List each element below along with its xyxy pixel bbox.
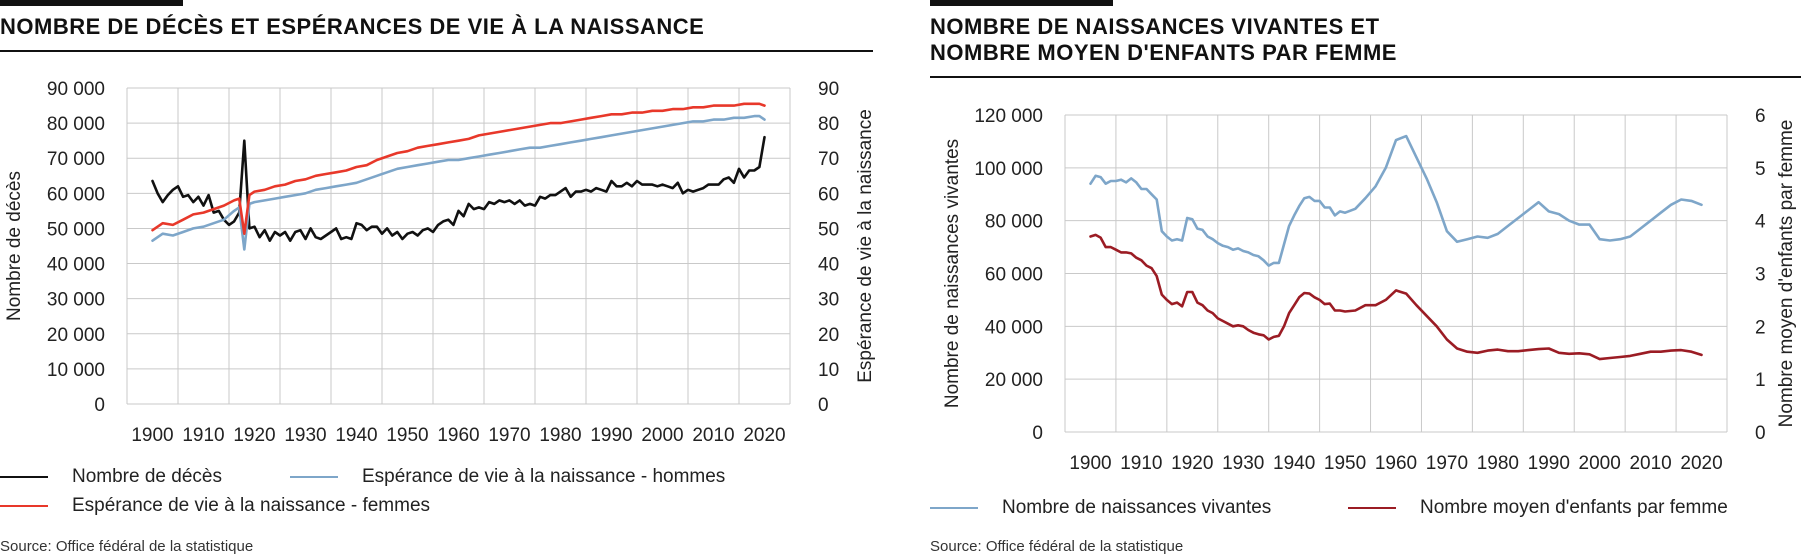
series-line-nombre-de-deces	[151, 135, 766, 242]
x-tick-label: 1900	[1069, 453, 1111, 474]
grid	[1064, 114, 1728, 433]
chart-title: NOMBRE DE DÉCÈS ET ESPÉRANCES DE VIE À L…	[0, 14, 705, 39]
y-axis-label: Nombre de naissances vivantes	[942, 139, 963, 408]
y-tick-label: 120 000	[974, 106, 1043, 127]
legend-label: Nombre de naissances vivantes	[1002, 497, 1272, 518]
series-line-nombre-de-naissances-vivantes	[1089, 134, 1703, 267]
y-tick-label: 50 000	[47, 219, 105, 240]
x-tick-label: 1920	[233, 425, 275, 446]
y-tick-label: 20 000	[985, 370, 1043, 391]
legend-swatch	[290, 475, 338, 479]
legend-label: Espérance de vie à la naissance - hommes	[362, 466, 726, 487]
y-tick-label: 60 000	[985, 265, 1043, 286]
legend-label: Espérance de vie à la naissance - femmes	[72, 495, 431, 516]
x-tick-label: 2020	[1680, 453, 1722, 474]
y2-axis-label: Espérance de vie à la naissance	[855, 109, 876, 383]
x-tick-label: 1970	[488, 425, 530, 446]
series-line-nombre-moyen-d-enfants-par-femme	[1089, 233, 1703, 361]
legend-label: Nombre moyen d'enfants par femme	[1420, 497, 1728, 518]
y2-tick-label: 0	[1755, 423, 1766, 444]
x-tick-label: 2010	[1629, 453, 1671, 474]
y-tick-label: 70 000	[47, 149, 105, 170]
x-tick-label: 1950	[1324, 453, 1366, 474]
title-rule	[930, 76, 1801, 78]
y-axis-label: Nombre de décès	[4, 171, 25, 321]
line-chart-births-fertility: 0 20 000 40 000 60 000 80 000 100 000 120 000 0…	[942, 106, 1797, 474]
title-rule	[0, 50, 873, 52]
x-tick-label: 1910	[182, 425, 224, 446]
legend-swatch	[1348, 506, 1396, 510]
x-tick-label: 2020	[743, 425, 785, 446]
y2-tick-label: 5	[1755, 159, 1766, 180]
y2-tick-label: 1	[1755, 370, 1766, 391]
chart-panel-births-fertility: NOMBRE DE NAISSANCES VIVANTES ET NOMBRE …	[930, 0, 1801, 559]
x-tick-label: 1930	[1222, 453, 1264, 474]
x-tick-label: 1950	[386, 425, 428, 446]
y2-tick-label: 40	[818, 255, 839, 276]
legend-swatch	[0, 504, 48, 508]
x-tick-label: 1920	[1171, 453, 1213, 474]
x-tick-label: 2000	[641, 425, 683, 446]
legend-swatch	[0, 475, 48, 479]
x-tick-label: 2000	[1579, 453, 1621, 474]
y-tick-label: 0	[94, 395, 105, 416]
source-note: Source: Office fédéral de la statistique	[930, 538, 1184, 555]
chart-panel-deaths-life-expectancy: NOMBRE DE DÉCÈS ET ESPÉRANCES DE VIE À L…	[0, 0, 880, 559]
y2-tick-label: 60	[818, 184, 839, 205]
y2-axis-label: Nombre moyen d'enfants par femme	[1776, 120, 1797, 428]
y2-tick-label: 90	[818, 79, 839, 100]
x-tick-label: 1940	[335, 425, 377, 446]
x-tick-label: 1910	[1120, 453, 1162, 474]
legend-item-enfants-par-femme: Nombre moyen d'enfants par femme	[1348, 497, 1728, 519]
title-accent-bar	[930, 0, 1113, 6]
line-chart-deaths-life-expectancy: 0 10 000 20 000 30 000 40 000 50 000 60 000 70 …	[4, 79, 876, 446]
series-line-esperance-de-vie-a-la-naissance-femmes	[151, 102, 766, 235]
y2-tick-label: 0	[818, 395, 829, 416]
legend-item-femmes: Espérance de vie à la naissance - femmes	[0, 495, 430, 517]
legend-item-deces: Nombre de décès	[0, 466, 222, 488]
x-tick-label: 1990	[1528, 453, 1570, 474]
y2-tick-label: 80	[818, 114, 839, 135]
x-tick-label: 1990	[590, 425, 632, 446]
grid	[126, 87, 791, 405]
y-tick-label: 60 000	[47, 184, 105, 205]
y2-tick-label: 4	[1755, 212, 1766, 233]
y2-tick-label: 20	[818, 325, 839, 346]
y2-tick-label: 30	[818, 290, 839, 311]
x-tick-label: 1980	[1477, 453, 1519, 474]
y-tick-label: 90 000	[47, 79, 105, 100]
y2-tick-label: 50	[818, 219, 839, 240]
x-tick-label: 1960	[1375, 453, 1417, 474]
y-tick-label: 80 000	[985, 212, 1043, 233]
y-tick-label: 80 000	[47, 114, 105, 135]
series-line-esperance-de-vie-a-la-naissance-hommes	[151, 114, 766, 251]
title-accent-bar	[0, 0, 183, 6]
y2-tick-label: 10	[818, 360, 839, 381]
y2-tick-label: 70	[818, 149, 839, 170]
y-tick-label: 10 000	[47, 360, 105, 381]
x-tick-label: 1980	[539, 425, 581, 446]
legend-label: Nombre de décès	[72, 466, 222, 487]
source-note: Source: Office fédéral de la statistique	[0, 538, 254, 555]
x-tick-label: 1930	[284, 425, 326, 446]
y2-tick-label: 2	[1755, 317, 1766, 338]
x-tick-label: 1940	[1273, 453, 1315, 474]
x-tick-label: 1970	[1426, 453, 1468, 474]
y-tick-label: 30 000	[47, 290, 105, 311]
x-tick-label: 1900	[131, 425, 173, 446]
legend-item-naissances: Nombre de naissances vivantes	[930, 497, 1271, 519]
legend-swatch	[930, 506, 978, 510]
x-tick-label: 2010	[692, 425, 734, 446]
y2-tick-label: 3	[1755, 265, 1766, 286]
y-tick-label: 100 000	[974, 159, 1043, 180]
y2-tick-label: 6	[1755, 106, 1766, 127]
y-tick-label: 40 000	[47, 255, 105, 276]
y-tick-label: 20 000	[47, 325, 105, 346]
chart-title: NOMBRE DE NAISSANCES VIVANTES ET NOMBRE …	[930, 14, 1397, 65]
legend-item-hommes: Espérance de vie à la naissance - hommes	[290, 466, 725, 488]
y-tick-label: 40 000	[985, 317, 1043, 338]
x-tick-label: 1960	[437, 425, 479, 446]
y-tick-label: 0	[1032, 423, 1043, 444]
